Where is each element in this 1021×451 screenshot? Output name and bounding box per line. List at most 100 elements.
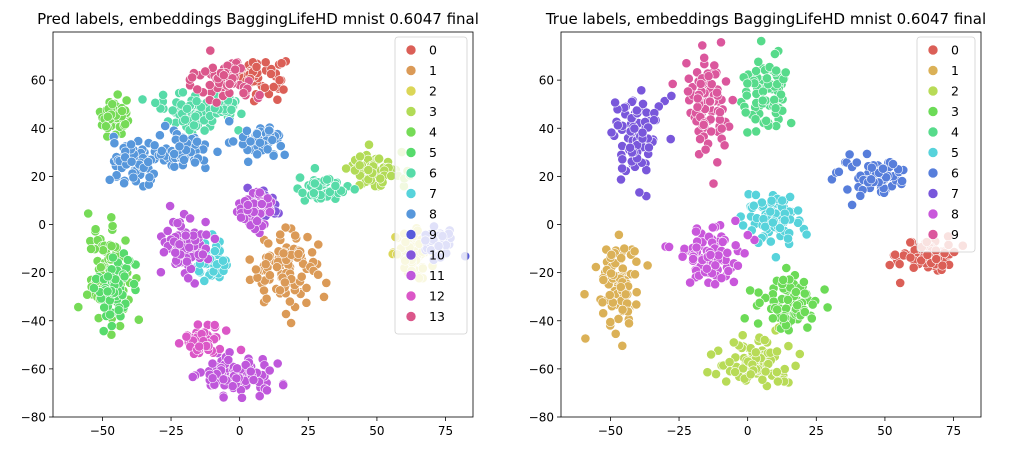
data-point (740, 107, 751, 118)
data-point (95, 262, 106, 273)
legend-marker (927, 208, 939, 220)
data-point (119, 178, 129, 189)
data-point (733, 260, 743, 271)
data-point (180, 230, 191, 241)
data-point (636, 85, 647, 96)
data-point (126, 156, 137, 167)
data-point (275, 285, 285, 296)
y-tick-label: −80 (529, 411, 554, 425)
legend-marker (405, 85, 417, 97)
data-point (591, 262, 601, 272)
data-point (605, 317, 616, 327)
data-point (112, 89, 123, 100)
data-point (712, 157, 723, 168)
data-point (190, 111, 201, 122)
legend: 0 1 2 3 4 5 6 7 8 9 (916, 36, 976, 253)
data-point (322, 174, 332, 185)
data-point (275, 229, 286, 240)
data-point (624, 318, 634, 329)
data-point (691, 242, 702, 253)
data-point (606, 127, 617, 138)
data-point (729, 276, 739, 287)
legend-label: 13 (429, 309, 445, 324)
data-point (162, 225, 173, 236)
data-point (664, 241, 674, 252)
data-point (757, 95, 768, 106)
data-point (739, 248, 750, 259)
data-point (691, 226, 701, 237)
data-point (741, 90, 752, 101)
data-point (169, 148, 180, 159)
y-tick-label: 0 (546, 218, 554, 232)
data-point (753, 287, 764, 298)
data-point (272, 358, 283, 369)
data-point (106, 212, 117, 223)
data-point (108, 252, 118, 263)
data-point (321, 277, 332, 288)
data-point (209, 233, 220, 244)
data-point (730, 240, 741, 251)
data-point (710, 279, 720, 290)
data-point (634, 187, 645, 198)
data-point (272, 262, 282, 272)
data-point (706, 349, 716, 360)
y-tick-label: −80 (21, 411, 46, 425)
data-point (695, 134, 705, 144)
legend-marker (405, 44, 417, 56)
data-point (719, 140, 730, 151)
data-point (260, 57, 271, 68)
data-point (226, 104, 237, 115)
data-point (264, 125, 274, 136)
data-point (762, 73, 772, 84)
data-point (192, 319, 203, 330)
data-point (254, 391, 265, 401)
data-point (313, 239, 324, 250)
data-point (748, 200, 759, 211)
legend-marker (927, 188, 939, 199)
data-point (149, 140, 160, 151)
data-point (179, 154, 189, 165)
data-point (187, 72, 198, 83)
data-point (737, 330, 748, 341)
data-point (128, 172, 139, 183)
data-point (819, 284, 830, 295)
data-point (791, 287, 801, 297)
legend-label: 6 (429, 166, 437, 181)
data-point (302, 232, 313, 242)
data-point (844, 149, 855, 160)
data-point (783, 233, 793, 244)
data-point (276, 58, 287, 69)
x-tick-label: 25 (301, 424, 316, 438)
data-point (847, 199, 857, 210)
legend-label: 5 (429, 145, 437, 160)
y-tick-label: 60 (31, 74, 46, 88)
legend-marker (405, 106, 417, 117)
data-point (753, 56, 764, 67)
data-point (156, 145, 167, 156)
legend-marker (405, 126, 417, 138)
data-point (293, 248, 304, 259)
data-point (613, 313, 624, 324)
series-3-points (739, 263, 833, 336)
data-point (137, 94, 148, 105)
data-point (727, 95, 738, 105)
pred-labels-panel: Pred labels, embeddings BaggingLifeHD mn… (21, 10, 479, 438)
data-point (167, 105, 178, 116)
y-tick-label: 20 (539, 170, 554, 184)
data-point (99, 302, 110, 313)
data-point (722, 247, 733, 258)
data-point (107, 221, 118, 231)
data-point (724, 357, 735, 367)
data-point (653, 101, 664, 112)
y-tick-label: 40 (539, 122, 554, 136)
data-point (154, 130, 165, 141)
legend-marker (927, 65, 939, 76)
data-point (616, 174, 626, 185)
legend-marker (405, 65, 417, 76)
data-point (793, 205, 803, 216)
legend-label: 9 (951, 227, 959, 242)
series-1-points (579, 229, 653, 351)
data-point (113, 305, 124, 315)
data-point (205, 45, 216, 56)
data-point (897, 176, 907, 186)
